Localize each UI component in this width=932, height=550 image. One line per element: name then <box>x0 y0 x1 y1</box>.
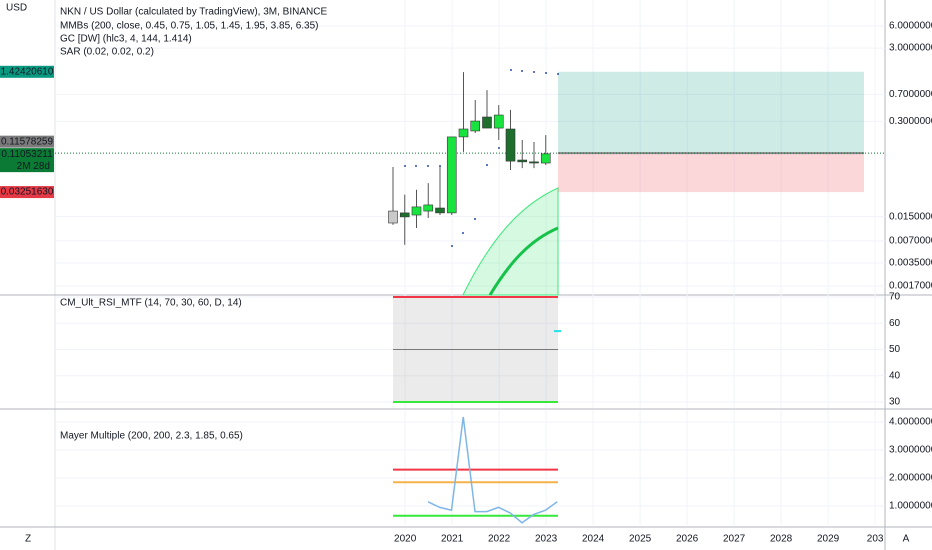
candle-body <box>399 212 410 218</box>
x-tick-label: 2021 <box>441 534 464 545</box>
countdown: 2M 28d <box>17 161 50 172</box>
loss-zone <box>558 153 864 193</box>
auto-scale-button[interactable]: A <box>903 534 910 545</box>
y-tick-label: 0.30000000 <box>889 116 932 127</box>
indicator-legend: Mayer Multiple (200, 200, 2.3, 1.85, 0.6… <box>60 431 243 442</box>
sar-dot <box>545 72 547 74</box>
y-tick-label: 3.00000000 <box>889 43 932 54</box>
y-tick-label: 50 <box>889 344 901 355</box>
currency-label: USD <box>6 3 27 14</box>
price-badge-label: 0.11578259 <box>1 136 54 147</box>
gc-band <box>462 187 559 296</box>
price-badge-label: 0.03251630 <box>1 187 54 198</box>
y-tick-label: 70 <box>889 292 901 303</box>
x-tick-label: 203 <box>867 534 884 545</box>
candle-body <box>435 207 445 214</box>
y-tick-label: 6.00000000 <box>889 21 932 32</box>
mayer-line <box>427 416 558 524</box>
x-tick-label: 2020 <box>394 534 417 545</box>
y-tick-label: 30 <box>889 397 901 408</box>
indicator-legend: MMBs (200, close, 0.45, 0.75, 1.05, 1.45… <box>60 21 319 32</box>
candle-body <box>446 136 457 214</box>
x-tick-label: 2022 <box>488 534 511 545</box>
candle-body <box>388 210 398 224</box>
chart-title: NKN / US Dollar (calculated by TradingVi… <box>60 7 327 18</box>
indicator-legend: CM_Ult_RSI_MTF (14, 70, 30, 60, D, 14) <box>60 298 242 309</box>
sar-dot <box>462 232 464 234</box>
candle-body <box>458 128 469 138</box>
candle-body <box>517 159 528 163</box>
sar-dot <box>427 165 429 167</box>
price-badge <box>0 148 54 173</box>
sar-dot <box>474 218 476 220</box>
y-tick-label: 0.00170000 <box>889 281 932 292</box>
sar-dot <box>533 71 535 73</box>
candle-body <box>423 204 434 212</box>
sar-dot <box>557 73 559 75</box>
candle-body <box>505 128 516 162</box>
candle-body <box>411 206 422 216</box>
zoom-button[interactable]: Z <box>25 534 31 545</box>
y-tick-label: 3.00000000 <box>889 445 932 456</box>
sar-dot <box>498 147 500 149</box>
y-tick-label: 40 <box>889 370 901 381</box>
x-tick-label: 2025 <box>629 534 652 545</box>
y-tick-label: 0.00350000 <box>889 258 932 269</box>
y-tick-label: 1.00000000 <box>889 501 932 512</box>
profit-zone <box>558 71 864 154</box>
x-tick-label: 2023 <box>535 534 558 545</box>
price-badge-label: 1.42420610 <box>1 66 54 77</box>
sar-dot <box>404 165 406 167</box>
price-badge-label: 0.11053211 <box>1 149 53 160</box>
plot: 2020 2021 2022 2023 2024 2025 2026 2027 2028 2029… <box>0 21 932 545</box>
sar-dot <box>521 70 523 72</box>
sar-dot <box>510 69 512 71</box>
y-tick-label: 0.01500000 <box>889 211 932 222</box>
x-tick-label: 2026 <box>676 534 699 545</box>
candle-body <box>482 116 492 129</box>
x-tick-label: 2027 <box>723 534 746 545</box>
sar-dot <box>439 165 441 167</box>
sar-dot <box>451 245 453 247</box>
y-tick-label: 0.00700000 <box>889 236 932 247</box>
sar-dot <box>415 165 417 167</box>
x-tick-label: 2024 <box>582 534 605 545</box>
price-badge <box>0 186 54 199</box>
price-badge <box>0 135 54 148</box>
price-badge <box>0 65 54 78</box>
y-tick-label: 2.00000000 <box>889 473 932 484</box>
x-tick-label: 2029 <box>817 534 840 545</box>
gc-curve <box>488 226 559 296</box>
candle-body <box>470 120 481 132</box>
candle-body <box>540 153 551 164</box>
candle-body <box>493 114 504 129</box>
x-tick-label: 2028 <box>770 534 793 545</box>
indicator-legend: GC [DW] (hlc3, 4, 144, 1.414) <box>60 34 192 45</box>
y-tick-label: 0.70000000 <box>889 89 932 100</box>
candle-body <box>529 161 539 164</box>
indicator-legend: SAR (0.02, 0.02, 0.2) <box>60 47 154 58</box>
y-tick-label: 60 <box>889 318 901 329</box>
y-tick-label: 4.00000000 <box>889 417 932 428</box>
sar-dot <box>486 164 488 166</box>
